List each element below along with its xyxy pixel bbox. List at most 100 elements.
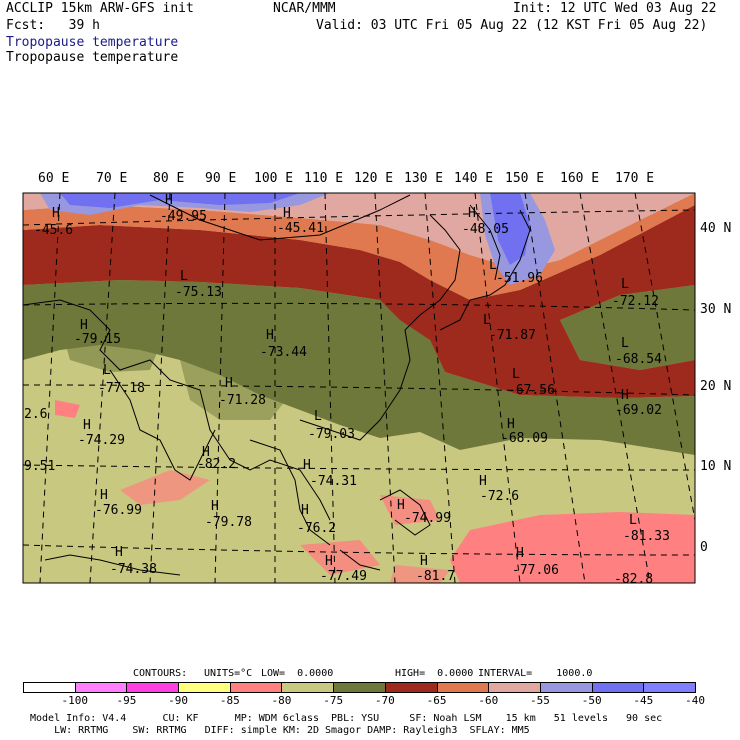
extremum-marker: L [629, 513, 637, 528]
extremum-marker: H [225, 376, 233, 391]
colorbar-tick-label: -95 [116, 694, 137, 707]
extremum-marker: H [468, 206, 476, 221]
low-label: LOW= 0.0000 [261, 668, 334, 679]
colorbar-tick-label: -60 [478, 694, 499, 707]
colorbar-swatch [281, 682, 335, 693]
colorbar-swatch [74, 682, 128, 693]
run-title: ACCLIP 15km ARW-GFS init [6, 1, 194, 16]
colorbar-swatch [436, 682, 490, 693]
band-salmon-patch [55, 400, 80, 418]
extremum-marker: H [211, 499, 219, 514]
extremum-marker: H [283, 206, 291, 221]
lon-label: 100 E [254, 171, 294, 186]
colorbar-tick-label: -40 [685, 694, 705, 707]
extremum-value: -79.15 [74, 332, 121, 347]
lat-label: 30 N [700, 302, 732, 317]
institution-label: NCAR/MMM [273, 1, 336, 16]
lon-label: 120 E [354, 171, 394, 186]
colorbar-tick-label: -90 [168, 694, 189, 707]
lon-label: 90 E [205, 171, 237, 186]
lon-label: 80 E [153, 171, 185, 186]
extremum-marker: H [52, 206, 60, 221]
extremum-marker: L [483, 313, 491, 328]
band-salmon [450, 512, 695, 583]
contours-label: CONTOURS: [133, 668, 188, 679]
extremum-value: -77.06 [512, 563, 559, 578]
extremum-marker: H [80, 318, 88, 333]
extremum-marker: H [100, 488, 108, 503]
extremum-value: -51.96 [496, 271, 543, 286]
colorbar-swatch [23, 682, 76, 693]
band-blue [60, 193, 300, 208]
extremum-marker: H [516, 546, 524, 561]
colorbar-swatch [229, 682, 283, 693]
lon-label: 110 E [304, 171, 344, 186]
lat-label: 40 N [700, 221, 732, 236]
colorbar-tick-label: -55 [530, 694, 550, 707]
extremum-marker: H [420, 554, 428, 569]
colorbar-tick-label: -70 [374, 694, 395, 707]
extremum-value: -68.54 [615, 352, 662, 367]
colorbar-swatch [126, 682, 180, 693]
extremum-value: -75.13 [175, 285, 222, 300]
band-salmon-patch [300, 540, 380, 575]
lat-label: 10 N [700, 459, 732, 474]
extremum-value: -45.6 [34, 223, 74, 238]
band-olive-patch [60, 325, 160, 372]
coastlines [23, 194, 531, 576]
colorbar-tick-label: -45 [633, 694, 654, 707]
extremum-marker: H [202, 445, 210, 460]
colorbar-swatch [539, 682, 593, 693]
model-info-line-2: LW: RRTMG SW: RRTMG DIFF: simple KM: 2D … [30, 725, 530, 736]
model-info-line-1: Model Info: V4.4 CU: KF MP: WDM 6class P… [30, 713, 663, 724]
lon-label: 130 E [404, 171, 444, 186]
lon-label: 170 E [615, 171, 655, 186]
colorbar-tick-label: -80 [271, 694, 292, 707]
band-dark-red [23, 205, 695, 398]
extremum-value: -67.56 [508, 383, 555, 398]
extremum-value: -74.99 [404, 511, 451, 526]
graticule [23, 193, 695, 583]
lon-label: 60 E [38, 171, 70, 186]
band-olive [23, 280, 695, 455]
lon-label: 140 E [454, 171, 494, 186]
init-time: Init: 12 UTC Wed 03 Aug 22 [513, 1, 717, 16]
extremum-value: -74.31 [310, 474, 357, 489]
extremum-value: -74.38 [110, 562, 157, 577]
extremum-value: -72.12 [612, 294, 659, 309]
extremum-value: -68.09 [501, 431, 548, 446]
extremum-value: -49.95 [160, 209, 207, 224]
extremum-value: -48.05 [462, 222, 509, 237]
extremum-marker: L [489, 258, 497, 273]
extremum-value: -77.18 [98, 381, 145, 396]
lon-label: 70 E [96, 171, 128, 186]
extremum-marker: H [507, 417, 515, 432]
extremum-marker: H [266, 328, 274, 343]
extremum-marker: H [115, 545, 123, 560]
band-olive-east [560, 285, 695, 370]
extremum-value: -81.33 [623, 529, 670, 544]
extremum-value: -71.87 [489, 328, 536, 343]
extremum-value: -79.78 [205, 515, 252, 530]
extremum-value: -81.7 [416, 569, 456, 584]
extremum-value: -76.99 [95, 503, 142, 518]
lon-label: 160 E [560, 171, 600, 186]
colorbar-tick-label: -100 [61, 694, 88, 707]
extremum-value: -71.28 [219, 393, 266, 408]
units-label: UNITS=°C [204, 668, 253, 679]
field-title-contour: Tropopause temperature [6, 50, 179, 65]
extremum-marker: L [621, 336, 629, 351]
extremum-value: 9.51 [24, 459, 56, 474]
extremum-value: -79.03 [308, 427, 355, 442]
colorbar-swatch [591, 682, 645, 693]
extremum-value: -82.2 [197, 457, 237, 472]
lon-label: 150 E [505, 171, 545, 186]
extremum-value: -76.2 [297, 521, 337, 536]
extremum-marker: L [314, 409, 322, 424]
extremum-marker: H [83, 418, 91, 433]
band-olive-patch [180, 360, 290, 420]
colorbar-swatch [488, 682, 541, 693]
extremum-marker: H [303, 458, 311, 473]
extremum-marker: H [621, 388, 629, 403]
